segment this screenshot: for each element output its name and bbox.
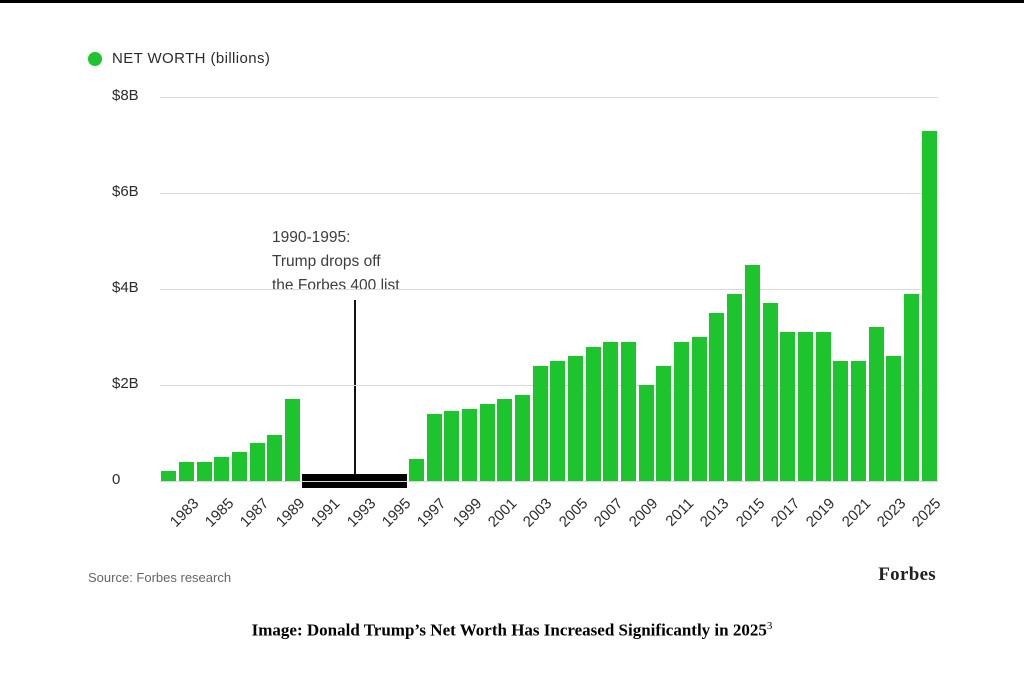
- y-tick-label: $2B: [112, 375, 139, 392]
- gridline-4B: [160, 289, 938, 290]
- forbes-logo: Forbes: [878, 564, 936, 585]
- bar-1983: [179, 461, 195, 481]
- bar-1998: [444, 411, 460, 481]
- x-tick-label-1991: 1991: [307, 495, 344, 531]
- bar-2012: [691, 337, 707, 481]
- bar-2000: [479, 404, 495, 481]
- bar-2002: [514, 394, 530, 481]
- top-border-line: [0, 0, 1024, 3]
- x-tick-label-1985: 1985: [201, 495, 238, 531]
- bar-2008: [621, 341, 637, 481]
- annotation-pointer-line: [353, 300, 356, 474]
- bar-1997: [426, 413, 442, 481]
- bar-2006: [585, 346, 601, 481]
- x-tick-label-2005: 2005: [555, 495, 592, 531]
- bar-2003: [532, 365, 548, 481]
- bar-2024: [903, 293, 919, 481]
- x-tick-label-2025: 2025: [909, 495, 945, 531]
- x-tick-label-2009: 2009: [626, 495, 662, 531]
- x-tick-label-2003: 2003: [520, 495, 556, 531]
- annotation-line-3: the Forbes 400 list: [272, 277, 400, 295]
- x-tick-label-1997: 1997: [413, 495, 450, 531]
- gridline-2B: [160, 385, 938, 386]
- y-tick-label: $6B: [112, 183, 139, 200]
- bar-2019: [815, 332, 831, 481]
- bar-2022: [868, 327, 884, 481]
- bar-2016: [762, 303, 778, 481]
- bar-2017: [780, 332, 796, 481]
- y-tick-label: $4B: [112, 279, 139, 296]
- y-tick-label: $8B: [112, 87, 139, 104]
- source-note: Source: Forbes research: [88, 570, 232, 585]
- bar-2025: [921, 130, 937, 481]
- legend-dot-icon: [88, 51, 102, 66]
- bar-2018: [797, 332, 813, 481]
- bar-2020: [833, 361, 849, 481]
- bar-2021: [850, 361, 866, 481]
- gridline-0: [160, 481, 938, 482]
- bar-2007: [603, 341, 619, 481]
- bar-2014: [727, 293, 743, 481]
- x-tick-label-2017: 2017: [767, 495, 804, 531]
- bar-2004: [550, 361, 566, 481]
- bar-2009: [638, 385, 654, 481]
- bar-1984: [196, 461, 212, 481]
- image-caption: Image: Donald Trump’s Net Worth Has Incr…: [0, 620, 1024, 641]
- gridline-8B: [160, 97, 938, 98]
- bar-2005: [568, 356, 584, 481]
- bar-1989: [285, 399, 301, 481]
- bar-2015: [744, 265, 760, 481]
- x-tick-label-1993: 1993: [343, 495, 379, 531]
- x-tick-label-2001: 2001: [484, 495, 521, 531]
- bar-1999: [461, 409, 477, 481]
- bar-2023: [886, 356, 902, 481]
- bar-2010: [656, 365, 672, 481]
- bar-2011: [674, 341, 690, 481]
- bar-1988: [267, 435, 283, 481]
- chart-legend: NET WORTH (billions): [88, 50, 270, 67]
- bar-1985: [214, 457, 230, 481]
- bar-2001: [497, 399, 513, 481]
- bar-1996: [408, 459, 424, 481]
- x-tick-label-2023: 2023: [873, 495, 910, 531]
- annotation-line-2: Trump drops off: [272, 253, 381, 271]
- x-tick-label-2015: 2015: [732, 495, 768, 531]
- x-tick-label-1995: 1995: [378, 495, 415, 531]
- x-tick-label-1999: 1999: [449, 495, 485, 531]
- bar-1987: [249, 442, 265, 481]
- annotation-line-1: 1990-1995:: [272, 229, 351, 246]
- x-tick-label-2021: 2021: [838, 495, 874, 531]
- x-tick-label-2013: 2013: [696, 495, 733, 531]
- gridline-6B: [160, 193, 938, 194]
- x-tick-label-2007: 2007: [590, 495, 627, 531]
- x-tick-label-1987: 1987: [237, 495, 273, 531]
- x-tick-label-2019: 2019: [802, 495, 839, 531]
- x-tick-label-2011: 2011: [662, 495, 698, 530]
- bar-1986: [232, 452, 248, 481]
- x-tick-label-1983: 1983: [166, 495, 203, 531]
- caption-footnote-marker: 3: [766, 620, 773, 632]
- y-tick-label: 0: [112, 471, 121, 488]
- bar-1982: [161, 471, 177, 481]
- legend-label: NET WORTH (billions): [112, 50, 271, 67]
- bar-2013: [709, 313, 725, 481]
- caption-text: Image: Donald Trump’s Net Worth Has Incr…: [251, 620, 767, 640]
- annotation: 1990-1995: Trump drops off the Forbes 40…: [272, 226, 400, 298]
- x-tick-label-1989: 1989: [272, 495, 309, 531]
